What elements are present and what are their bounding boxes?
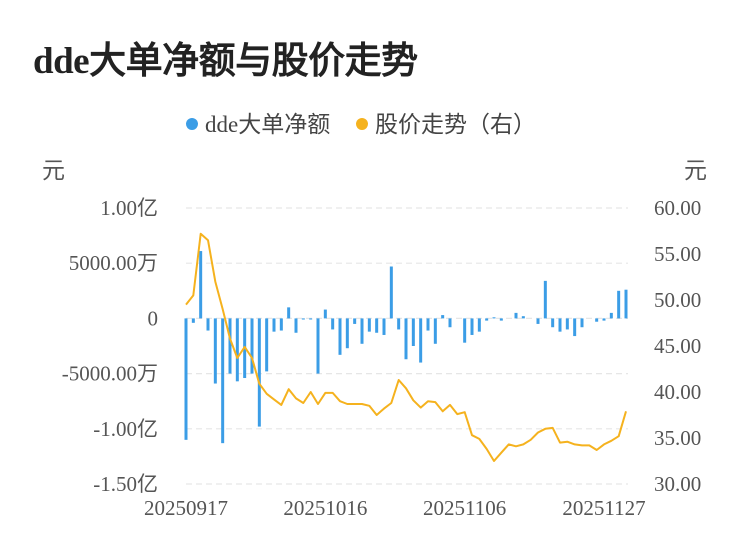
bar: [389, 266, 393, 319]
bar: [404, 318, 408, 360]
bar: [338, 318, 342, 355]
bar: [514, 312, 518, 319]
bar: [265, 318, 269, 372]
bar: [617, 290, 621, 319]
right-axis-unit: 元: [684, 158, 707, 183]
right-axis-ticks: 60.00 55.00 50.00 45.00 40.00 35.00 30.00: [654, 196, 701, 496]
bar: [382, 318, 386, 335]
bar: [580, 318, 584, 328]
bar: [411, 318, 415, 346]
left-tick-label: -1.50亿: [93, 472, 158, 496]
bar: [360, 318, 364, 344]
bar: [206, 318, 210, 331]
right-tick-label: 55.00: [654, 242, 701, 266]
bar: [521, 316, 525, 319]
x-tick-label: 20251127: [562, 496, 645, 520]
bar: [235, 318, 239, 382]
bar: [309, 318, 313, 320]
right-tick-label: 60.00: [654, 196, 701, 220]
legend-line-label: 股价走势（右）: [375, 112, 536, 137]
bar: [470, 318, 474, 335]
bar: [624, 289, 628, 319]
bar: [543, 280, 547, 319]
x-tick-label: 20251016: [283, 496, 367, 520]
bar: [316, 318, 320, 374]
bar: [375, 318, 379, 333]
bar: [536, 318, 540, 324]
bar: [558, 318, 562, 332]
bar: [323, 309, 327, 319]
x-tick-label: 20250917: [144, 496, 228, 520]
right-tick-label: 40.00: [654, 380, 701, 404]
legend-bar-marker: [186, 118, 198, 130]
bar: [367, 318, 371, 332]
bar: [426, 318, 430, 331]
legend-bar-label: dde大单净额: [205, 112, 330, 137]
bar: [353, 318, 357, 324]
line-series: [185, 232, 627, 462]
bar: [228, 318, 232, 374]
legend: dde大单净额 股价走势（右）: [186, 112, 536, 137]
bar: [287, 307, 291, 319]
bar: [199, 251, 203, 319]
bar: [463, 318, 467, 343]
left-tick-label: 5000.00万: [69, 251, 158, 275]
price-line: [185, 232, 627, 462]
page-title: dde大单净额与股价走势: [33, 41, 418, 82]
bar: [221, 318, 225, 444]
right-tick-label: 30.00: [654, 472, 701, 496]
x-tick-label: 20251106: [423, 496, 506, 520]
left-tick-label: 0: [148, 306, 159, 330]
bar: [551, 318, 555, 328]
left-axis-ticks: 1.00亿 5000.00万 0 -5000.00万 -1.00亿 -1.50亿: [62, 196, 158, 496]
bar: [448, 318, 452, 328]
legend-line-marker: [356, 118, 368, 130]
bar: [433, 318, 437, 344]
bar: [477, 318, 481, 332]
bar: [301, 318, 305, 320]
bar: [499, 318, 503, 321]
bar: [345, 318, 349, 349]
left-axis-unit: 元: [42, 158, 65, 183]
bar: [294, 318, 298, 333]
bar: [257, 318, 261, 427]
right-tick-label: 35.00: [654, 426, 701, 450]
right-tick-label: 50.00: [654, 288, 701, 312]
bar: [397, 318, 401, 330]
right-tick-label: 45.00: [654, 334, 701, 358]
bar-series: [184, 251, 628, 444]
x-axis-ticks: 20250917 20251016 20251106 20251127: [144, 496, 646, 520]
left-tick-label: -5000.00万: [62, 362, 158, 386]
bar: [609, 312, 613, 319]
bar: [331, 318, 335, 330]
bar: [184, 318, 188, 440]
bar: [492, 317, 496, 319]
bar: [419, 318, 423, 363]
bar: [602, 318, 606, 321]
left-tick-label: 1.00亿: [100, 196, 158, 220]
bar: [485, 318, 489, 321]
left-tick-label: -1.00亿: [93, 417, 158, 441]
bar: [213, 318, 217, 384]
bar: [279, 318, 283, 331]
bar: [250, 318, 254, 374]
bar: [573, 318, 577, 337]
bar: [595, 318, 599, 322]
bar: [565, 318, 569, 330]
bar: [191, 318, 195, 323]
bar: [441, 315, 445, 319]
bar: [272, 318, 276, 332]
